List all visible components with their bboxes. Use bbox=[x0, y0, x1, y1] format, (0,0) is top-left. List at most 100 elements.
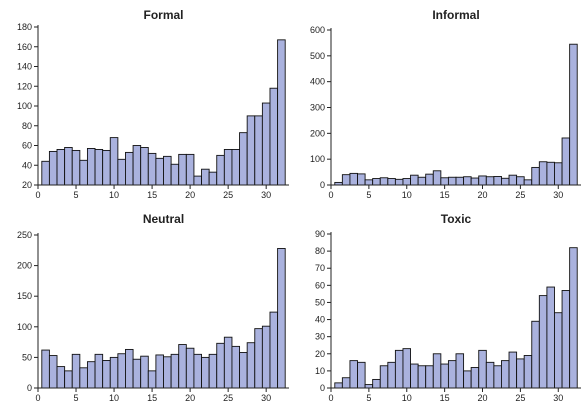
chart-informal: Informal 0 100 200 300 400 500 600 0 5 10 15 20 25 30 bbox=[310, 8, 581, 200]
histogram-bar bbox=[125, 348, 134, 389]
x-tick-label: 25 bbox=[515, 190, 525, 200]
y-tick-label: 250 bbox=[17, 230, 32, 240]
histogram-bar bbox=[569, 43, 578, 186]
x-tick-label: 5 bbox=[366, 190, 371, 200]
histogram-bar bbox=[140, 355, 149, 389]
histogram-bar bbox=[364, 384, 374, 389]
y-tick-label: 30 bbox=[315, 332, 325, 342]
x-tick-label: 10 bbox=[402, 393, 412, 403]
histogram-bar bbox=[538, 295, 548, 389]
histogram-bar bbox=[372, 178, 381, 186]
y-tick-label: 160 bbox=[17, 42, 32, 52]
histogram-bar bbox=[102, 149, 111, 186]
histogram-bar bbox=[402, 178, 412, 186]
histogram-bar bbox=[193, 353, 202, 389]
x-tick-label: 10 bbox=[109, 393, 119, 403]
histogram-bar bbox=[523, 179, 533, 186]
histogram-bar bbox=[208, 171, 218, 186]
y-tick-label: 100 bbox=[310, 154, 325, 164]
histogram-bar bbox=[185, 347, 195, 389]
histogram-bar bbox=[478, 175, 487, 186]
histogram-bar bbox=[387, 361, 396, 389]
histogram-bar bbox=[455, 176, 465, 186]
histogram-bar bbox=[117, 158, 126, 186]
x-tick-label: 10 bbox=[402, 190, 412, 200]
chart-panel-neutral: Neutral 0 50 100 150 200 250 0 5 10 15 20 25 30 bbox=[0, 204, 291, 407]
y-tick-label: 20 bbox=[22, 180, 32, 190]
histogram-bar bbox=[357, 361, 366, 389]
histogram-bar bbox=[493, 365, 502, 389]
histogram-bar bbox=[425, 173, 434, 186]
chart-panel-toxic: Toxic 0 10 20 30 40 50 60 70 80 90 0 5 10 15 20 25 30 bbox=[291, 204, 582, 407]
histogram-bar bbox=[500, 177, 510, 186]
histogram-bar bbox=[277, 248, 286, 389]
histogram-bar bbox=[379, 365, 389, 389]
histogram-bar bbox=[432, 353, 442, 389]
chart-toxic: Toxic 0 10 20 30 40 50 60 70 80 90 0 5 10 15 20 25 30 bbox=[315, 212, 581, 403]
histogram-bar bbox=[463, 176, 472, 186]
histogram-bar bbox=[417, 176, 427, 186]
y-tick-label: 120 bbox=[17, 81, 32, 91]
y-tick-label: 140 bbox=[17, 62, 32, 72]
histogram-bar bbox=[102, 360, 111, 389]
x-tick-label: 5 bbox=[74, 190, 79, 200]
x-tick-label: 5 bbox=[366, 393, 371, 403]
y-tick-label: 0 bbox=[320, 180, 325, 190]
histogram-bar bbox=[402, 348, 412, 389]
histogram-bar bbox=[364, 179, 374, 186]
histogram-bar bbox=[193, 175, 202, 186]
histogram-bar bbox=[208, 353, 218, 389]
histogram-bar bbox=[485, 361, 495, 389]
histogram-bar bbox=[155, 157, 164, 186]
x-tick-label: 30 bbox=[553, 393, 563, 403]
histogram-bar bbox=[48, 150, 58, 186]
histogram-bar bbox=[447, 176, 457, 186]
histogram-bar bbox=[546, 161, 555, 186]
y-tick-label: 180 bbox=[17, 22, 32, 32]
y-tick-label: 70 bbox=[315, 263, 325, 273]
y-tick-label: 200 bbox=[310, 128, 325, 138]
x-tick-label: 15 bbox=[147, 393, 157, 403]
y-tick-label: 60 bbox=[315, 280, 325, 290]
y-tick-label: 600 bbox=[310, 25, 325, 35]
histogram-bar bbox=[569, 247, 578, 389]
y-tick-label: 20 bbox=[315, 349, 325, 359]
y-tick-label: 40 bbox=[315, 315, 325, 325]
histogram-bar bbox=[394, 178, 404, 186]
histogram-bar bbox=[48, 355, 58, 389]
chart-title: Formal bbox=[143, 8, 183, 22]
x-tick-label: 15 bbox=[147, 190, 157, 200]
y-tick-label: 100 bbox=[17, 322, 32, 332]
y-tick-label: 80 bbox=[315, 246, 325, 256]
histogram-bar bbox=[132, 358, 142, 389]
chart-panel-informal: Informal 0 100 200 300 400 500 600 0 5 10 15 20 25 30 bbox=[291, 0, 582, 203]
histogram-bar bbox=[261, 325, 271, 389]
y-tick-label: 100 bbox=[17, 101, 32, 111]
histogram-bar bbox=[531, 166, 540, 186]
histogram-bar bbox=[140, 147, 149, 186]
histogram-bar bbox=[508, 351, 518, 389]
histogram-bar bbox=[185, 153, 195, 186]
histogram-bar bbox=[254, 115, 263, 186]
histogram-bar bbox=[201, 168, 210, 186]
histogram-bar bbox=[485, 176, 495, 186]
histogram-bar bbox=[163, 356, 172, 389]
histogram-bar bbox=[201, 356, 210, 389]
histogram-bar bbox=[178, 344, 187, 389]
histogram-bar bbox=[269, 311, 279, 389]
x-tick-label: 30 bbox=[261, 393, 271, 403]
y-tick-label: 80 bbox=[22, 121, 32, 131]
histogram-bar bbox=[516, 358, 525, 389]
histogram-bar bbox=[109, 137, 119, 186]
x-tick-label: 30 bbox=[553, 190, 563, 200]
histogram-bar bbox=[246, 115, 256, 186]
histogram-bar bbox=[334, 382, 343, 389]
histogram-bar bbox=[478, 349, 487, 389]
x-tick-label: 25 bbox=[223, 393, 233, 403]
histogram-bar bbox=[277, 39, 286, 186]
histogram-bar bbox=[231, 345, 241, 389]
x-tick-label: 30 bbox=[261, 190, 271, 200]
histogram-bar bbox=[410, 174, 419, 186]
y-tick-label: 300 bbox=[310, 103, 325, 113]
histogram-bar bbox=[79, 367, 88, 389]
